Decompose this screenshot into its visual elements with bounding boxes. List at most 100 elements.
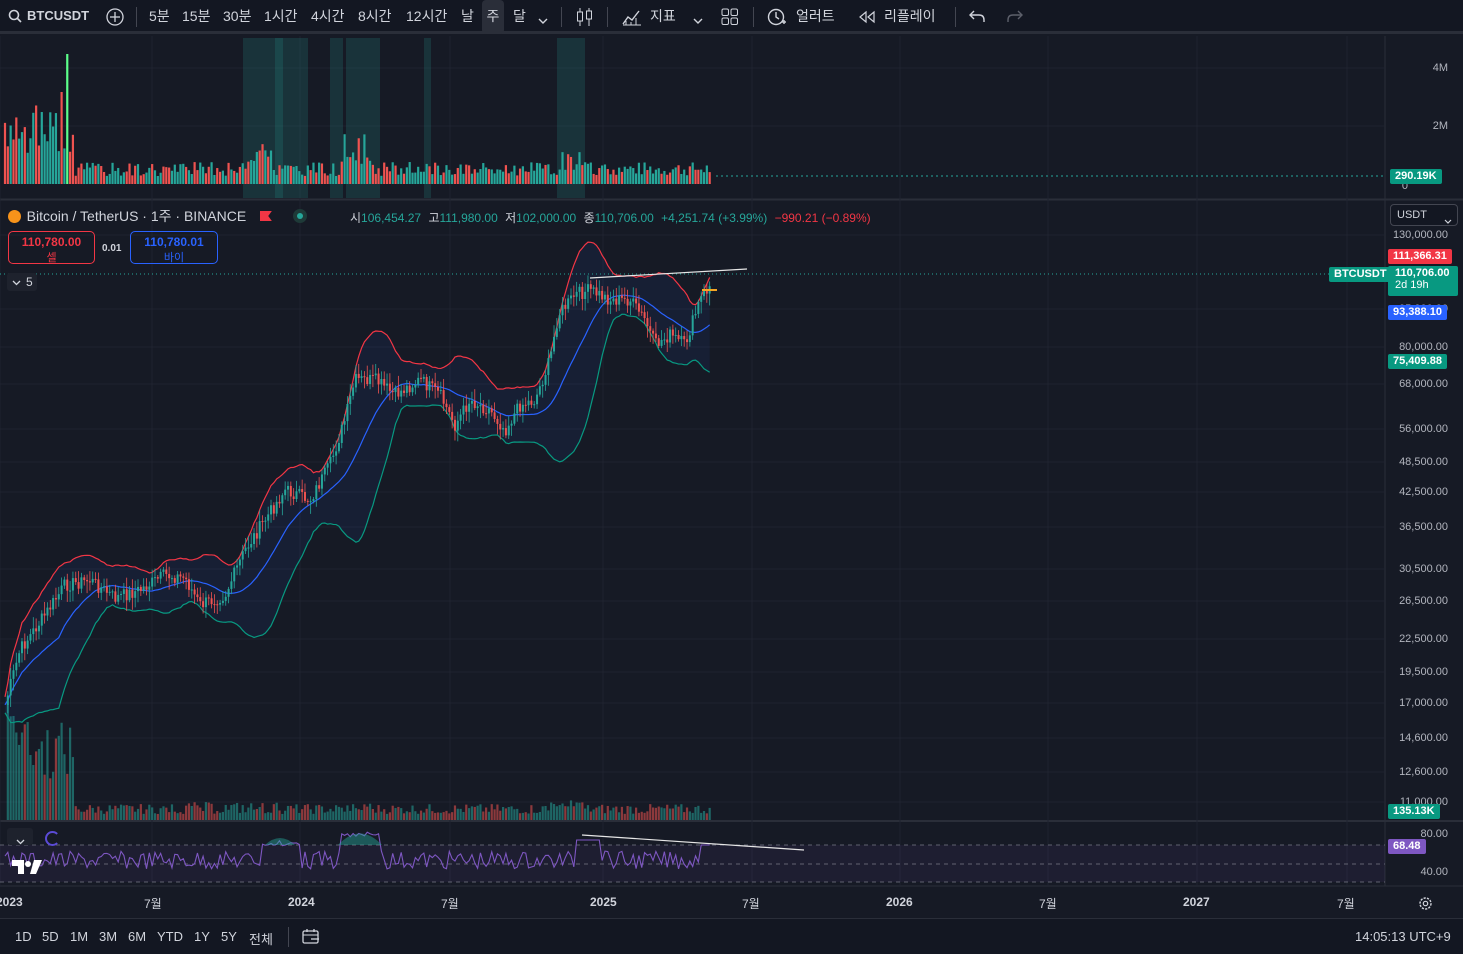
price-chart[interactable] [0,36,1463,918]
replay-icon[interactable] [858,10,876,29]
candle-body [502,428,505,430]
volume-top-bar [473,169,476,184]
flag-icon[interactable] [259,211,272,221]
candle-body [686,339,689,343]
layouts-icon[interactable] [721,8,739,31]
volume-top-bar [414,172,417,184]
range-1y[interactable]: 1Y [194,929,210,944]
buy-button[interactable]: 110,780.01 바이 [130,231,218,264]
candle-body [131,589,134,598]
candle-body [366,377,369,385]
candle-type-icon[interactable] [575,6,595,33]
interval-8h[interactable]: 8시간 [358,8,392,24]
price-axis-label: 14,600.00 [1399,732,1448,744]
candle-body [524,404,527,406]
currency-select[interactable]: USDT [1390,204,1458,226]
search-icon[interactable] [8,9,22,28]
volume-top-bar [476,172,479,184]
add-symbol-icon[interactable] [105,7,125,32]
range-1m[interactable]: 1M [70,929,89,944]
volume-top-bar [318,162,321,184]
candle-body [442,390,445,404]
replay-button[interactable]: 리플레이 [884,8,936,24]
range-3m[interactable]: 3M [99,929,118,944]
interval-week[interactable]: 주 [482,0,504,34]
top-toolbar: BTCUSDT 5분 15분 30분 1시간 4시간 8시간 12시간 날 주 … [0,0,1463,34]
rsi-collapse[interactable] [7,828,33,845]
interval-12h[interactable]: 12시간 [406,8,448,24]
indicators-button[interactable]: 지표 [650,8,676,24]
volume-top-bar [451,174,454,184]
volume-bar [649,804,652,820]
volume-top-bar [142,174,145,184]
undo-icon[interactable] [968,9,986,28]
volume-bar [176,813,179,820]
range-5d[interactable]: 5D [42,929,59,944]
candle-body [258,521,261,539]
candle-body [536,394,539,405]
volume-top-bar [592,173,595,184]
candle-body [479,404,482,407]
clock[interactable]: 14:05:13 UTC+9 [1355,929,1451,944]
alert-button[interactable]: 얼러트 [796,8,835,24]
candle-body [660,340,663,346]
volume-bar [286,805,290,820]
interval-15m[interactable]: 15분 [182,8,211,24]
interval-4h[interactable]: 4시간 [311,8,345,24]
indicators-icon[interactable] [621,7,643,32]
candle-body [63,579,66,586]
candle-body [105,586,108,593]
volume-top-bar [117,167,120,184]
volume-top-bar [691,162,694,184]
volume-top-bar [637,162,641,184]
volume-top-bar [428,166,431,184]
volume-top-bar [136,164,140,184]
volume-top-bar [634,173,638,184]
volume-bar [57,735,60,820]
redo-icon[interactable] [1006,9,1024,28]
volume-bar [668,808,672,820]
candle-body [541,384,544,387]
volume-bar [105,811,108,820]
volume-bar [267,812,270,820]
volume-top-bar [431,174,434,184]
chevron-down-icon[interactable] [538,12,548,30]
last-price-tag: 110,706.00 2d 19h [1388,266,1458,296]
range-ytd[interactable]: YTD [157,929,183,944]
interval-day[interactable]: 날 [461,8,474,24]
volume-top-bar [436,165,440,184]
indicators-collapse[interactable]: 5 [7,273,37,291]
volume-bar [380,811,383,820]
visibility-icon[interactable] [293,209,308,223]
candle-body [530,400,533,405]
range-all[interactable]: 전체 [249,932,273,947]
volume-top-bar [572,169,575,184]
range-1d[interactable]: 1D [15,929,32,944]
range-5y[interactable]: 5Y [221,929,237,944]
interval-30m[interactable]: 30분 [223,8,252,24]
calendar-icon[interactable] [302,928,320,950]
volume-top-bar [555,174,558,184]
interval-1h[interactable]: 1시간 [264,8,298,24]
legend-title[interactable]: Bitcoin / TetherUS · 1주 · BINANCE [26,208,247,224]
volume-bar [151,807,154,820]
interval-5m[interactable]: 5분 [149,8,170,24]
candle-body [468,403,471,412]
symbol-search[interactable]: BTCUSDT [27,8,90,23]
sell-button[interactable]: 110,780.00 셀 [8,231,95,264]
position-marker [702,289,717,291]
interval-month[interactable]: 달 [513,8,526,24]
alert-clock-icon[interactable] [766,6,788,33]
volume-bar [91,807,94,820]
volume-bar [77,809,80,820]
candle-body [671,329,674,336]
volume-top-bar [43,134,46,184]
range-6m[interactable]: 6M [128,929,147,944]
volume-bar [499,810,502,820]
candle-body [204,597,207,608]
volume-top-bar [284,165,287,184]
price-axis-label: 68,000.00 [1399,378,1448,390]
chevron-down-icon[interactable] [693,12,703,30]
settings-gear-icon[interactable] [1418,896,1433,916]
rsi-overbought-fill [338,833,382,845]
